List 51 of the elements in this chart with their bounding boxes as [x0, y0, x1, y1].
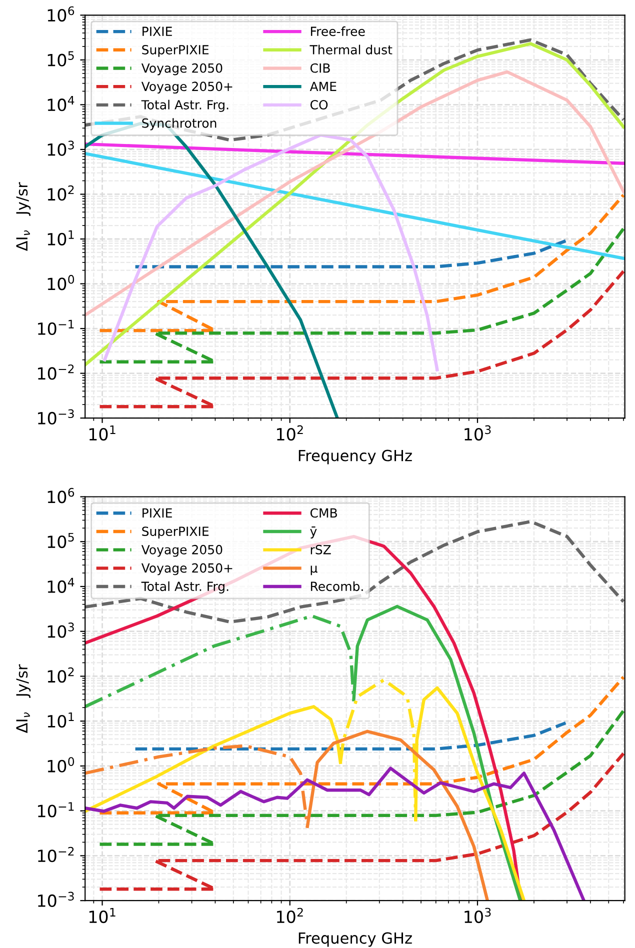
legend-label: Voyage 2050+: [141, 563, 232, 576]
legend-label: AME: [310, 82, 336, 91]
legend-label: SuperPIXIE: [142, 44, 209, 57]
legend-label: Total Astr. Frg.: [141, 581, 228, 594]
x-tick-label: 10$^{1}$: [89, 425, 116, 441]
x-tick-label: 10$^{2}$: [277, 425, 303, 441]
x-tick-label: 10$^{3}$: [464, 908, 491, 924]
y-tick-label: 10$^{0}$: [48, 757, 74, 772]
y-tick-label: 10$^{6}$: [48, 6, 74, 22]
legend-label: CIB: [310, 63, 330, 73]
y-tick-label: 10$^{−3}$: [38, 409, 74, 425]
legend-label: Total Astr. Frg.: [141, 100, 228, 112]
legend-label: CMB: [310, 508, 337, 518]
legend-label: PIXIE: [142, 26, 172, 36]
legend-label: PIXIE: [142, 508, 172, 518]
y-tick-label: 10$^{−2}$: [38, 364, 74, 380]
y-tick-label: 10$^{2}$: [48, 185, 74, 201]
legend-label: μ: [310, 566, 318, 576]
y-tick-label: 10$^{3}$: [48, 622, 74, 638]
y-tick-label: 10$^{5}$: [48, 51, 74, 66]
x-tick-label: 10$^{3}$: [464, 425, 491, 441]
y-tick-label: 10$^{−3}$: [38, 892, 74, 908]
legend-label: Free-free: [310, 26, 365, 36]
x-tick-label: 10$^{2}$: [277, 908, 303, 924]
y-tick-label: 10$^{0}$: [48, 274, 74, 290]
legend-label: Recomb.: [310, 581, 363, 592]
y-tick-label: 10$^{3}$: [48, 140, 74, 156]
y-tick-label: 10$^{1}$: [48, 230, 74, 246]
y-tick-label: 10$^{−1}$: [38, 802, 74, 818]
y-tick-label: 10$^{−2}$: [38, 846, 74, 862]
legend-label: Thermal dust: [310, 44, 392, 54]
legend-label: ȳ: [310, 526, 317, 538]
legend-label: CO: [310, 100, 328, 110]
y-tick-label: 10$^{2}$: [48, 667, 74, 683]
x-tick-label: 10$^{1}$: [89, 908, 116, 924]
legend-label: SuperPIXIE: [142, 526, 209, 538]
text: ΔI$_{ν}$ Jy/sr: [16, 182, 31, 252]
legend-label: Synchrotron: [142, 118, 216, 130]
y-tick-label: 10$^{5}$: [48, 532, 74, 548]
legend-label: Voyage 2050: [141, 63, 222, 76]
x-axis-title: Frequency GHz: [298, 932, 412, 947]
y-tick-label: 10$^{1}$: [48, 712, 74, 728]
legend-label: Voyage 2050: [141, 544, 222, 557]
y-tick-label: 10$^{4}$: [48, 96, 74, 112]
y-tick-label: 10$^{6}$: [48, 488, 74, 504]
legend-label: Voyage 2050+: [141, 82, 232, 94]
x-axis-title: Frequency GHz: [298, 450, 412, 464]
y-tick-label: 10$^{−1}$: [38, 320, 74, 335]
y-tick-label: 10$^{4}$: [48, 578, 74, 593]
text: ΔI$_{ν}$ Jy/sr: [16, 664, 31, 734]
legend-label: rSZ: [310, 544, 331, 554]
